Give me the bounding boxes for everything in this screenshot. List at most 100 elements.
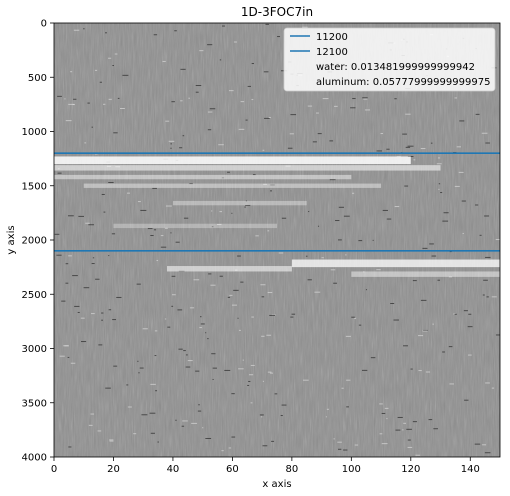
image-speck bbox=[432, 323, 434, 325]
image-speck bbox=[317, 133, 322, 135]
image-speck bbox=[127, 406, 132, 408]
image-speck bbox=[187, 360, 193, 362]
image-speck bbox=[137, 360, 139, 362]
image-speck bbox=[211, 226, 214, 228]
image-speck bbox=[329, 179, 336, 181]
image-speck bbox=[245, 204, 251, 206]
image-speck bbox=[459, 120, 465, 122]
image-speck bbox=[449, 383, 454, 385]
y-tick-label: 1000 bbox=[22, 127, 47, 138]
image-speck bbox=[343, 215, 350, 217]
image-speck bbox=[57, 172, 62, 174]
image-speck bbox=[205, 332, 207, 334]
legend: 11200 12100 water: 0.013481999999999942 … bbox=[283, 27, 496, 92]
image-speck bbox=[287, 147, 293, 149]
image-speck bbox=[157, 441, 159, 443]
image-speck bbox=[248, 374, 254, 376]
image-speck bbox=[133, 433, 137, 435]
image-speck bbox=[139, 367, 144, 369]
image-speck bbox=[407, 446, 413, 448]
image-speck bbox=[57, 95, 62, 97]
image-speck bbox=[180, 68, 186, 70]
image-speck bbox=[68, 446, 72, 448]
image-speck bbox=[202, 427, 204, 429]
bright-band bbox=[291, 259, 500, 268]
y-tick-label: 3000 bbox=[22, 344, 47, 355]
image-speck bbox=[67, 356, 70, 358]
image-speck bbox=[97, 430, 102, 432]
legend-label-aluminum: aluminum: 0.05777999999999975 bbox=[316, 77, 490, 88]
image-speck bbox=[440, 192, 443, 194]
image-speck bbox=[485, 256, 491, 258]
image-speck bbox=[264, 117, 270, 119]
image-speck bbox=[333, 282, 337, 284]
image-speck bbox=[317, 225, 320, 227]
image-speck bbox=[267, 230, 270, 232]
image-speck bbox=[364, 109, 371, 111]
image-speck bbox=[150, 432, 155, 434]
image-speck bbox=[277, 36, 281, 38]
image-speck bbox=[259, 414, 264, 416]
image-speck bbox=[154, 355, 157, 357]
image-speck bbox=[92, 257, 95, 259]
image-speck bbox=[384, 407, 389, 409]
image-speck bbox=[228, 447, 232, 449]
image-speck bbox=[263, 71, 269, 73]
x-tick-label: 0 bbox=[51, 464, 57, 475]
image-speck bbox=[358, 324, 362, 326]
image-speck bbox=[269, 372, 273, 374]
image-speck bbox=[167, 326, 171, 328]
image-speck bbox=[116, 296, 122, 298]
image-speck bbox=[343, 449, 348, 451]
x-tick-label: 140 bbox=[461, 464, 480, 475]
y-tick-label: 2500 bbox=[22, 290, 47, 301]
image-speck bbox=[95, 278, 100, 280]
image-speck bbox=[165, 205, 172, 207]
image-speck bbox=[170, 232, 172, 234]
image-speck bbox=[381, 443, 388, 445]
image-speck bbox=[278, 252, 284, 254]
image-speck bbox=[56, 254, 62, 256]
image-speck bbox=[175, 241, 180, 243]
image-speck bbox=[418, 370, 422, 372]
image-speck bbox=[448, 276, 453, 278]
image-speck bbox=[491, 296, 497, 298]
image-speck bbox=[351, 316, 355, 318]
image-speck bbox=[191, 422, 198, 424]
image-speck bbox=[84, 142, 87, 144]
image-speck bbox=[182, 420, 188, 422]
image-speck bbox=[467, 326, 473, 328]
image-speck bbox=[479, 234, 482, 236]
image-speck bbox=[198, 404, 200, 406]
image-speck bbox=[91, 126, 93, 128]
image-speck bbox=[105, 387, 111, 389]
image-speck bbox=[238, 329, 241, 331]
image-speck bbox=[485, 142, 490, 144]
image-speck bbox=[251, 63, 254, 65]
image-speck bbox=[183, 350, 186, 352]
image-speck bbox=[337, 239, 342, 241]
image-speck bbox=[262, 380, 264, 382]
image-speck bbox=[437, 279, 441, 281]
image-speck bbox=[150, 383, 156, 385]
image-speck bbox=[354, 317, 357, 319]
image-speck bbox=[238, 128, 245, 130]
image-speck bbox=[333, 438, 335, 440]
image-speck bbox=[137, 201, 141, 203]
bright-band bbox=[172, 200, 307, 206]
image-speck bbox=[386, 148, 390, 150]
image-speck bbox=[73, 29, 80, 31]
image-speck bbox=[307, 105, 313, 107]
image-speck bbox=[164, 318, 167, 320]
image-speck bbox=[412, 280, 417, 282]
image-speck bbox=[321, 257, 324, 259]
image-speck bbox=[395, 429, 401, 431]
image-speck bbox=[386, 218, 392, 220]
image-speck bbox=[267, 371, 272, 373]
image-speck bbox=[240, 101, 245, 103]
image-speck bbox=[61, 300, 66, 302]
image-speck bbox=[231, 212, 233, 214]
image-speck bbox=[211, 210, 213, 212]
image-speck bbox=[433, 428, 438, 430]
image-speck bbox=[77, 311, 80, 313]
